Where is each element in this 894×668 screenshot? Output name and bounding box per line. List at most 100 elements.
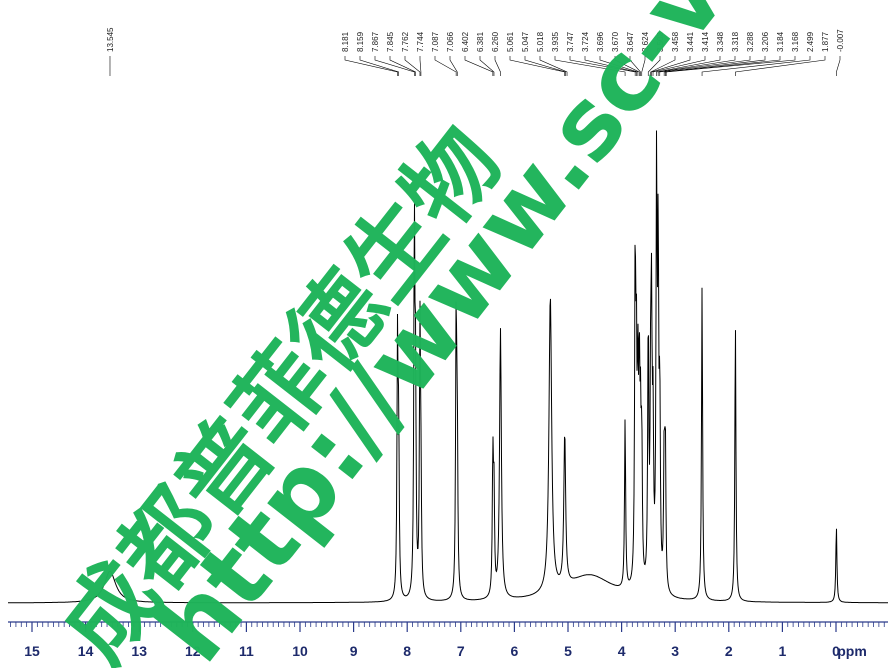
peak-label: 7.867 [371,31,415,76]
peak-label: 3.670 [611,31,640,76]
tick-label: 13 [131,643,147,659]
peak-label: 3.458 [650,31,680,76]
peak-label: 7.762 [401,31,421,76]
peak-label-text: 7.762 [401,31,410,52]
peak-label-text: 6.381 [476,31,485,52]
peak-label-text: 3.724 [581,31,590,52]
peak-label: 3.184 [665,31,785,76]
peak-label: 3.624 [641,31,650,76]
peak-label: 6.260 [491,31,501,76]
peak-label-leader [584,56,637,76]
peak-label-leader [509,56,566,76]
tick-label: 9 [350,643,358,659]
peak-label-text: 3.206 [761,31,770,52]
peak-label-leader [657,56,736,76]
peak-label-text: 6.402 [461,31,470,52]
tick-label: 6 [511,643,519,659]
peak-label: 7.087 [431,31,457,76]
peak-label: 3.747 [566,31,636,76]
peak-label-text: 5.047 [521,31,530,52]
peak-label-text: 3.184 [776,31,785,52]
peak-label-text: -0.007 [836,29,845,52]
peak-label-text: 3.747 [566,31,575,52]
peak-label-leader [479,56,495,76]
spectrum-line [8,130,888,604]
peak-label: 3.206 [663,31,770,76]
peak-label-text: 3.624 [641,31,650,52]
peak-label-leader [629,56,641,76]
peak-label-text: 5.018 [536,31,545,52]
peak-label-leader [647,56,661,76]
peak-label-text: 3.318 [731,31,740,52]
tick-label: 4 [618,643,626,659]
tick-label: 11 [239,643,254,659]
tick-label: 7 [457,643,465,659]
peak-label-leader [735,56,826,76]
peak-label-text: 3.670 [611,31,620,52]
peak-label-leader [836,56,841,76]
peak-label-text: 1.877 [821,31,830,52]
peak-label: 8.181 [341,31,398,76]
x-axis-ticks: 15 14 13 12 11 10 9 8 7 6 5 4 3 2 1 0 [10,622,885,659]
peak-label-text: 3.414 [701,31,710,52]
peak-label: 3.441 [651,31,695,76]
peak-label: 5.018 [536,31,568,76]
peak-label-leader [554,56,626,76]
peak-label: 3.696 [596,31,639,76]
peak-label-leader [494,56,501,76]
peak-label: 5.061 [506,31,566,76]
peak-label-text: 8.181 [341,31,350,52]
peak-label: -0.007 [836,29,845,76]
peak-label: 6.402 [461,31,494,76]
peak-label-leader [665,56,781,76]
peak-label: 13.545 [106,27,115,76]
peak-label: 5.047 [521,31,566,76]
peak-label: 7.066 [446,31,458,76]
peak-label-text: 3.503 [656,31,665,52]
peak-label-group: 13.545 8.181 8.159 7.867 7.845 7.762 7.744 7.08… [106,27,845,76]
peak-label-leader [524,56,566,76]
peak-label-leader [464,56,494,76]
peak-label-leader [404,56,421,76]
peak-label: 3.935 [551,31,626,76]
peak-label-leader [449,56,458,76]
peak-label-leader [663,56,766,76]
peak-label-leader [665,56,796,76]
peak-label-leader [614,56,640,76]
peak-label-leader [419,56,422,76]
peak-label-text: 8.159 [356,31,365,52]
tick-label: 10 [292,643,308,659]
peak-label: 8.159 [356,31,399,76]
peak-label-leader [641,56,646,76]
peak-label-leader [569,56,636,76]
peak-label: 1.877 [735,31,830,76]
x-axis-unit-label: ppm [837,643,867,659]
peak-label-text: 7.845 [386,31,395,52]
peak-label-leader [701,56,811,76]
peak-label-leader [659,56,751,76]
tick-label: 1 [779,643,787,659]
tick-label: 2 [725,643,733,659]
peak-label-text: 13.545 [106,27,115,52]
peak-label: 7.744 [416,31,425,76]
peak-label-text: 7.066 [446,31,455,52]
peak-label-text: 3.348 [716,31,725,52]
peak-label: 7.845 [386,31,416,76]
peak-label-leader [652,56,706,76]
peak-label-text: 2.499 [806,31,815,52]
peak-label-leader [650,56,676,76]
peak-label-leader [539,56,568,76]
peak-label-leader [656,56,721,76]
peak-label-text: 5.061 [506,31,515,52]
peak-label: 3.414 [652,31,710,76]
tick-label: 15 [24,643,40,659]
peak-label-leader [599,56,639,76]
peak-label-text: 3.441 [686,31,695,52]
tick-label: 3 [671,643,679,659]
peak-label-leader [434,56,457,76]
peak-label-text: 3.935 [551,31,560,52]
watermark-line-2: http://www.sc-v [135,0,747,668]
peak-label-text: 6.260 [491,31,500,52]
peak-label-leader [651,56,691,76]
